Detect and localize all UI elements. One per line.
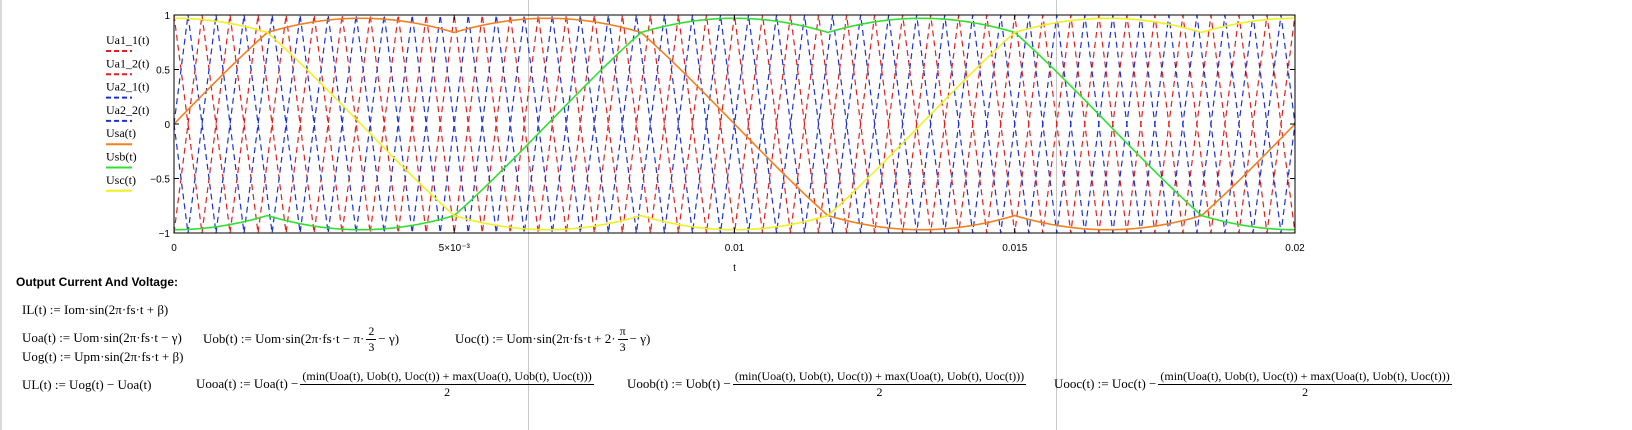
legend-label: Ua2_1(t) [106, 80, 149, 94]
legend-label: Ua1_1(t) [106, 33, 149, 47]
pwm-carrier-chart[interactable]: 0 5×10⁻³ 0.01 0.015 0.02 1 0.5 0 −0.5 −1 t Ua1_1(t… [0, 0, 1632, 285]
equation-rhs: := Upm·sin(2π·fs·t + β) [59, 349, 184, 364]
equation-lhs: Uoob(t) := Uob(t) − [627, 376, 731, 391]
equation-lhs: Uooc(t) := Uoc(t) − [1054, 376, 1157, 391]
equation-lhs: UL(t) [22, 377, 52, 392]
equation-lhs: Uog(t) [22, 349, 57, 364]
x-axis-label: t [733, 263, 736, 274]
x-tick-label: 0.01 [725, 243, 745, 254]
series-layer [173, 14, 1296, 234]
fraction-denominator: 2 [444, 384, 451, 399]
fraction-denominator: 2 [876, 384, 883, 399]
equation-rhs-post: − γ) [378, 331, 400, 346]
equation-rhs-pre: := Uom·sin(2π·fs·t + 2· [492, 331, 616, 346]
fraction-numerator: (min(Uoa(t), Uob(t), Uoc(t)) + max(Uoa(t… [300, 368, 594, 385]
page-separator [528, 0, 529, 430]
page-separator [1056, 0, 1057, 430]
equation-rhs: := Uog(t) − Uoa(t) [54, 377, 152, 392]
fraction-denominator: 3 [368, 339, 375, 354]
equation-uoob[interactable]: Uoob(t) := Uob(t) − (min(Uoa(t), Uob(t),… [627, 364, 1028, 404]
legend-label: Usb(t) [106, 150, 137, 164]
fraction-numerator: 2 [366, 323, 377, 340]
y-tick-label: −1 [159, 229, 171, 240]
equation-uog[interactable]: Uog(t) := Upm·sin(2π·fs·t + β) [22, 346, 183, 368]
equation-uooa[interactable]: Uooa(t) := Uoa(t) − (min(Uoa(t), Uob(t),… [196, 364, 596, 404]
legend-label: Usa(t) [106, 126, 136, 140]
y-tick-label: 0.5 [156, 66, 170, 77]
fraction-numerator: π [617, 323, 628, 340]
equation-rhs-pre: := Uom·sin(2π·fs·t − π· [240, 331, 365, 346]
equation-lhs: IL(t) [22, 302, 47, 317]
y-tick-label: 1 [164, 11, 170, 22]
fraction-numerator: (min(Uoa(t), Uob(t), Uoc(t)) + max(Uoa(t… [1158, 368, 1452, 385]
legend-label: Ua1_2(t) [106, 56, 149, 70]
equation-rhs: := Uom·sin(2π·fs·t − γ) [59, 330, 182, 345]
legend-label: Usc(t) [106, 173, 136, 187]
equation-lhs: Uob(t) [203, 331, 238, 346]
fraction: (min(Uoa(t), Uob(t), Uoc(t)) + max(Uoa(t… [300, 368, 594, 400]
fraction-numerator: (min(Uoa(t), Uob(t), Uoc(t)) + max(Uoa(t… [732, 368, 1027, 385]
axis-layer: 0 5×10⁻³ 0.01 0.015 0.02 1 0.5 0 −0.5 −1 t [150, 11, 1305, 274]
equation-rhs: := Iom·sin(2π·fs·t + β) [49, 302, 169, 317]
fraction-denominator: 2 [1302, 384, 1309, 399]
equation-uoa[interactable]: Uoa(t) := Uom·sin(2π·fs·t − γ) [22, 326, 182, 350]
equation-lhs: Uoc(t) [455, 331, 489, 346]
legend: Ua1_1(t) Ua1_2(t) Ua2_1(t) Ua2_2(t) Usa(t) Us… [106, 33, 149, 192]
equation-rhs-post: − γ) [629, 331, 651, 346]
equation-lhs: Uoa(t) [22, 330, 56, 345]
y-tick-label: −0.5 [150, 175, 170, 186]
x-tick-label: 5×10⁻³ [439, 243, 471, 254]
fraction: (min(Uoa(t), Uob(t), Uoc(t)) + max(Uoa(t… [732, 368, 1027, 400]
equation-uooc[interactable]: Uooc(t) := Uoc(t) − (min(Uoa(t), Uob(t),… [1054, 364, 1454, 404]
section-heading: Output Current And Voltage: [16, 275, 178, 289]
x-tick-label: 0 [171, 243, 177, 254]
fraction: (min(Uoa(t), Uob(t), Uoc(t)) + max(Uoa(t… [1158, 368, 1452, 400]
x-tick-label: 0.02 [1285, 243, 1305, 254]
x-tick-label: 0.015 [1002, 243, 1027, 254]
equation-il[interactable]: IL(t) := Iom·sin(2π·fs·t + β) [22, 298, 168, 322]
legend-label: Ua2_2(t) [106, 103, 149, 117]
series-line-usa-t [173, 17, 1296, 231]
fraction-denominator: 3 [619, 339, 626, 354]
equation-lhs: Uooa(t) := Uoa(t) − [196, 376, 299, 391]
y-tick-label: 0 [164, 120, 170, 131]
equation-ul[interactable]: UL(t) := Uog(t) − Uoa(t) [22, 374, 151, 396]
left-margin-bar [0, 0, 2, 430]
